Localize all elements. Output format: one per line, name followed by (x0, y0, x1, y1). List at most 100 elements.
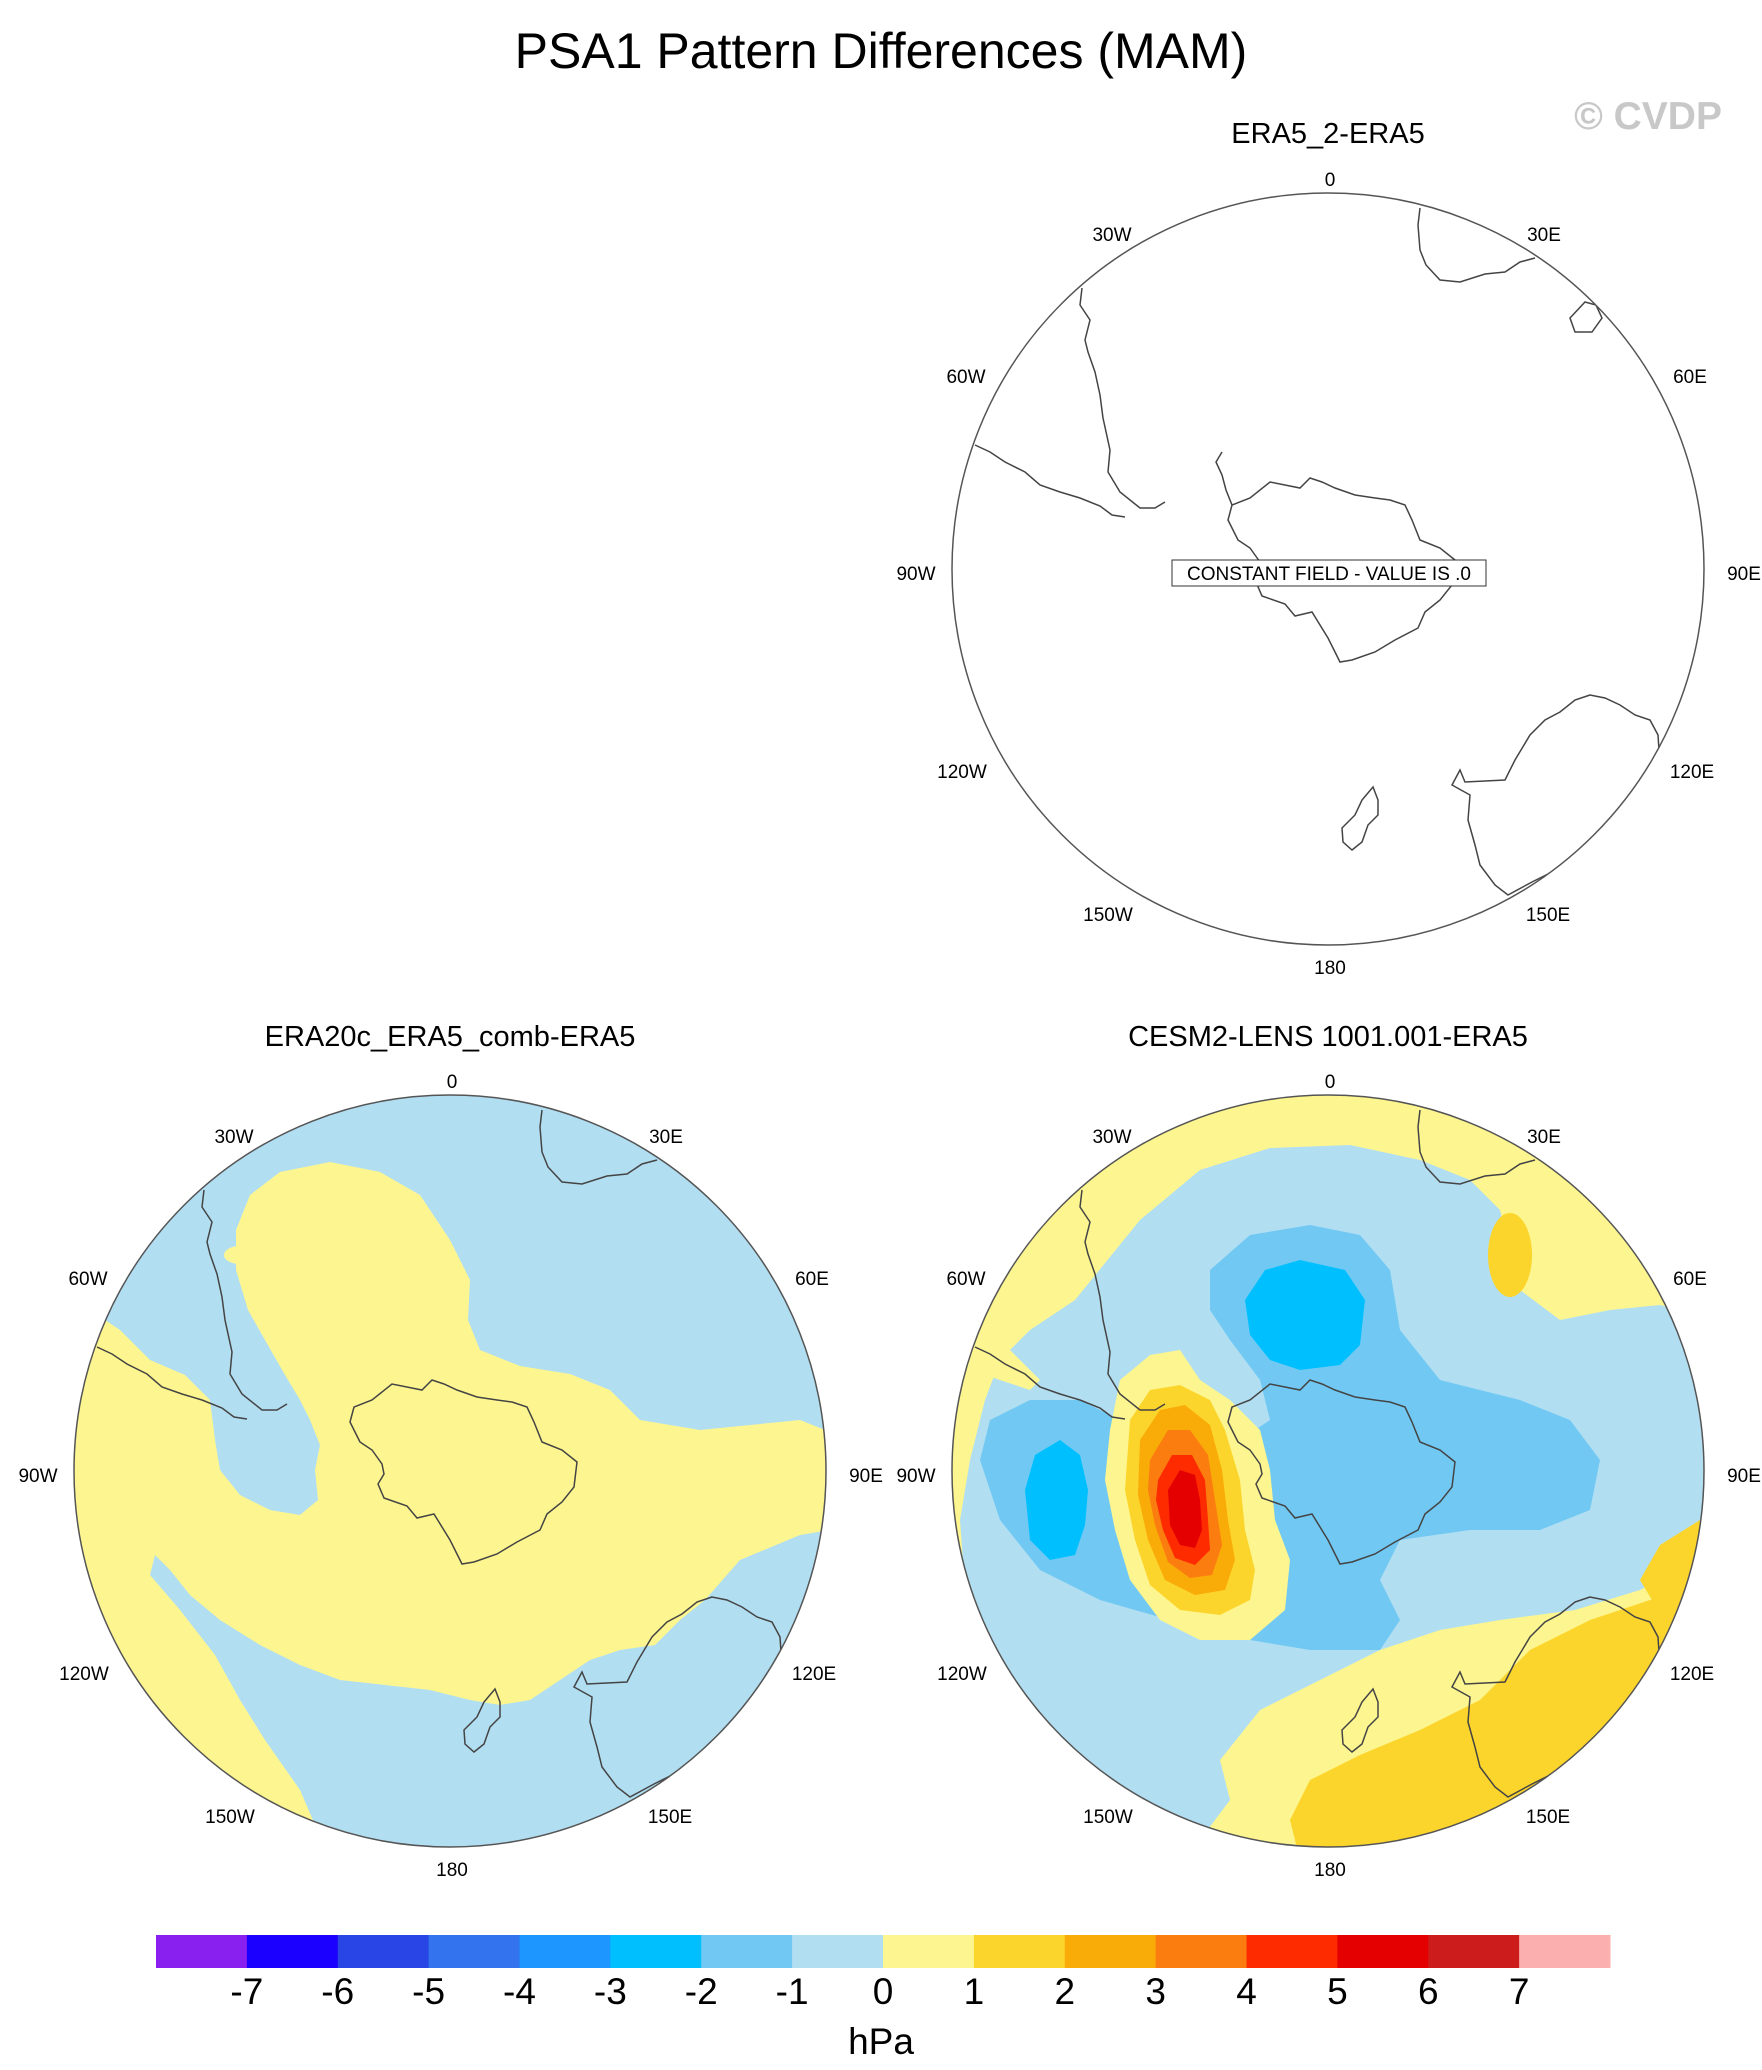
coastlines (974, 207, 1661, 896)
colorbar-swatch (428, 1935, 521, 1968)
south-america-coast-w (96, 1346, 248, 1420)
australia-coast (1450, 1596, 1661, 1798)
map-panel-era5-2: ERA5_2-ERA5 CONSTANT FIELD - VALUE IS .0… (896, 118, 1760, 979)
colorbar-swatch (973, 1935, 1066, 1968)
lon-label-60e: 60E (1673, 367, 1707, 388)
madagascar (1569, 301, 1603, 333)
lon-label-120e: 120E (792, 1664, 836, 1685)
lon-label-30e: 30E (1527, 1127, 1561, 1148)
lon-label-150e: 150E (1526, 1807, 1570, 1828)
coastlines (974, 1109, 1661, 1798)
colorbar-swatch (1155, 1935, 1248, 1968)
lon-label-120e: 120E (1670, 1664, 1714, 1685)
colorbar-tick-label: 6 (1418, 1971, 1439, 2012)
cvdp-watermark: © CVDP (1574, 95, 1722, 138)
south-america-coast-w (974, 444, 1126, 518)
lon-label-30w: 30W (1092, 1127, 1131, 1148)
lon-label-90e: 90E (849, 1466, 883, 1487)
antarctic-peninsula (1215, 451, 1233, 506)
new-zealand (1341, 785, 1379, 851)
colorbar-unit: hPa (848, 2021, 914, 2062)
colorbar-tick-label: -5 (412, 1971, 445, 2012)
colorbar-tick-label: -2 (685, 1971, 718, 2012)
south-america-coast (1079, 287, 1166, 509)
lon-label-0: 0 (447, 1072, 458, 1093)
colorbar-tick-label: -7 (230, 1971, 263, 2012)
colorbar-tick-label: -1 (776, 1971, 809, 2012)
australia-coast (1450, 694, 1661, 896)
constant-field-box (1171, 559, 1487, 587)
antarctica-coast (349, 1379, 578, 1565)
map-outline (951, 192, 1705, 946)
colorbar-swatch (701, 1935, 793, 1968)
colorbar-tick-label: 5 (1327, 1971, 1348, 2012)
lon-label-90w: 90W (896, 1466, 935, 1487)
colorbar-swatch (610, 1935, 702, 1968)
colorbar-swatch (1246, 1935, 1338, 1968)
lon-label-0: 0 (1325, 170, 1336, 191)
lon-label-60w: 60W (68, 1269, 107, 1290)
colorbar-tick-label: 3 (1145, 1971, 1166, 2012)
lon-label-120w: 120W (937, 762, 987, 783)
lon-label-120w: 120W (59, 1664, 109, 1685)
longitude-labels: 0 30E 60E 90E 120E 150E 180 150W 120W 90… (896, 1072, 1760, 1881)
map-panel-era20c: ERA20c_ERA5_comb-ERA5 0 30E 60E 90E 120E… (18, 1021, 882, 1881)
contour-band-5-6 (1168, 1470, 1202, 1548)
longitude-labels: 0 30E 60E 90E 120E 150E 180 150W 120W 90… (18, 1072, 882, 1881)
lon-label-30w: 30W (214, 1127, 253, 1148)
colorbar-tick-label: -4 (503, 1971, 536, 2012)
lon-label-0: 0 (1325, 1072, 1336, 1093)
new-zealand (463, 1687, 501, 1753)
colorbar-swatch (1064, 1935, 1157, 1968)
contour-band-1-2-northeast (1488, 1213, 1532, 1297)
contour-band-minus3-minus2-west (1025, 1440, 1088, 1560)
colorbar-tick-label: 7 (1509, 1971, 1530, 2012)
south-america-coast-w (974, 1346, 1126, 1420)
lon-label-150w: 150W (1083, 1807, 1133, 1828)
constant-field-note: CONSTANT FIELD - VALUE IS .0 (1187, 564, 1471, 585)
contour-band-1-2-east (1640, 1510, 1704, 1620)
map-panel-cesm2: CESM2-LENS 1001.001-ERA5 (896, 1021, 1760, 1881)
colorbar-tick-label: -6 (321, 1971, 354, 2012)
antarctica-coast (1227, 477, 1456, 663)
colorbar-tick-label: 2 (1054, 1971, 1075, 2012)
lon-label-60w: 60W (946, 367, 985, 388)
panel-title: ERA20c_ERA5_comb-ERA5 (265, 1021, 636, 1053)
lon-label-90e: 90E (1727, 564, 1761, 585)
antarctica-coast (1227, 1379, 1456, 1565)
colorbar-tick-label: 1 (964, 1971, 985, 2012)
colorbar-tick-label: -3 (594, 1971, 627, 2012)
lon-label-180: 180 (436, 1860, 468, 1881)
australia-coast (572, 1596, 783, 1798)
contour-fill (952, 1095, 1704, 1847)
lon-label-90w: 90W (18, 1466, 57, 1487)
lon-label-120e: 120E (1670, 762, 1714, 783)
map-outline (951, 1094, 1705, 1848)
panel-title: CESM2-LENS 1001.001-ERA5 (1128, 1021, 1528, 1053)
contour-fill (74, 1095, 826, 1847)
south-america-coast (1079, 1189, 1166, 1411)
africa-coast (1417, 207, 1536, 283)
lon-label-90e: 90E (1727, 1466, 1761, 1487)
figure-title: PSA1 Pattern Differences (MAM) (515, 23, 1248, 79)
lon-label-30e: 30E (1527, 225, 1561, 246)
lon-label-180: 180 (1314, 1860, 1346, 1881)
coastlines (96, 1109, 783, 1798)
panel-title: ERA5_2-ERA5 (1231, 118, 1424, 150)
longitude-labels: 0 30E 60E 90E 120E 150E 180 150W 120W 90… (896, 170, 1760, 979)
colorbar-swatch (1519, 1935, 1611, 1968)
colorbar-tick-label: 4 (1236, 1971, 1257, 2012)
contour-band-0-1-islet (224, 1246, 256, 1264)
colorbar-swatch (246, 1935, 339, 1968)
colorbar-swatch (1428, 1935, 1520, 1968)
lon-label-150e: 150E (648, 1807, 692, 1828)
lon-label-150w: 150W (205, 1807, 255, 1828)
colorbar-swatch (337, 1935, 430, 1968)
contour-band-0-1 (74, 1162, 826, 1847)
contour-band-minus3-minus2-north (1245, 1260, 1365, 1370)
new-zealand (1341, 1687, 1379, 1753)
colorbar-swatch (519, 1935, 611, 1968)
lon-label-60e: 60E (1673, 1269, 1707, 1290)
lon-label-180: 180 (1314, 958, 1346, 979)
